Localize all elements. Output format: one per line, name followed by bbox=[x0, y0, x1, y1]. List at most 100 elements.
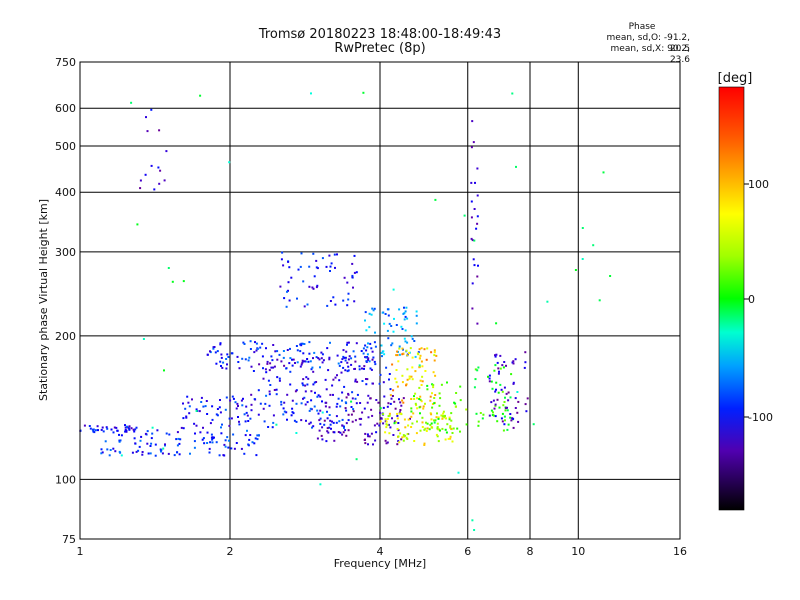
data-point bbox=[256, 347, 259, 350]
data-point bbox=[259, 346, 262, 349]
data-point bbox=[221, 366, 224, 369]
data-point bbox=[301, 382, 304, 385]
data-point bbox=[512, 381, 515, 384]
data-point bbox=[301, 342, 304, 345]
data-point bbox=[351, 276, 354, 279]
data-point bbox=[477, 424, 480, 427]
data-point bbox=[433, 359, 436, 362]
data-point bbox=[120, 434, 123, 437]
data-point bbox=[494, 403, 497, 406]
data-point bbox=[248, 438, 251, 441]
data-point bbox=[428, 428, 431, 431]
data-point bbox=[246, 429, 248, 432]
data-point bbox=[386, 424, 389, 427]
data-point bbox=[504, 409, 507, 412]
data-point bbox=[308, 409, 311, 412]
data-point bbox=[470, 200, 473, 203]
data-point bbox=[308, 422, 311, 425]
data-point bbox=[244, 358, 247, 361]
data-point bbox=[395, 369, 398, 371]
data-point bbox=[416, 420, 418, 423]
data-point bbox=[286, 290, 288, 293]
data-point bbox=[233, 447, 236, 450]
data-point bbox=[502, 366, 505, 369]
data-point bbox=[396, 417, 399, 420]
data-point bbox=[373, 360, 376, 363]
data-point bbox=[387, 314, 390, 317]
data-point bbox=[316, 267, 319, 270]
data-point bbox=[212, 437, 215, 440]
data-point bbox=[271, 426, 274, 429]
data-point bbox=[319, 483, 322, 486]
data-point bbox=[113, 426, 116, 429]
data-point bbox=[307, 360, 310, 363]
data-point bbox=[471, 239, 474, 242]
data-point bbox=[353, 254, 356, 257]
data-point bbox=[308, 341, 311, 344]
data-point bbox=[374, 363, 377, 366]
data-point bbox=[328, 426, 331, 429]
data-point bbox=[110, 428, 113, 431]
data-point bbox=[382, 422, 385, 425]
data-point bbox=[383, 395, 386, 398]
data-point bbox=[176, 451, 179, 454]
data-point bbox=[343, 425, 345, 428]
data-point bbox=[379, 420, 382, 423]
data-point bbox=[384, 439, 387, 442]
data-point bbox=[433, 421, 436, 424]
data-point bbox=[372, 309, 375, 312]
data-point bbox=[392, 330, 395, 333]
data-point bbox=[426, 388, 429, 391]
data-point bbox=[444, 428, 447, 431]
data-point bbox=[374, 331, 376, 334]
data-point bbox=[503, 423, 506, 426]
data-point bbox=[437, 417, 440, 420]
data-point bbox=[412, 412, 415, 415]
data-point bbox=[271, 359, 274, 362]
data-point bbox=[114, 450, 117, 453]
data-point bbox=[474, 378, 477, 381]
data-point bbox=[165, 432, 168, 435]
data-point bbox=[318, 419, 321, 422]
data-point bbox=[302, 378, 305, 381]
data-point bbox=[350, 406, 353, 408]
data-point bbox=[326, 427, 329, 430]
data-point bbox=[386, 329, 389, 332]
data-point bbox=[205, 400, 208, 402]
data-point bbox=[374, 345, 377, 348]
data-point bbox=[410, 410, 413, 413]
data-point bbox=[329, 265, 332, 268]
data-point bbox=[354, 419, 357, 422]
data-point bbox=[342, 366, 345, 369]
data-point bbox=[337, 431, 340, 433]
data-point bbox=[512, 362, 515, 365]
data-point bbox=[494, 355, 497, 358]
data-point bbox=[413, 398, 416, 400]
data-point bbox=[379, 373, 382, 376]
data-point bbox=[206, 413, 209, 415]
data-point bbox=[224, 408, 227, 411]
data-point bbox=[310, 399, 313, 402]
data-point bbox=[391, 395, 394, 397]
data-point bbox=[240, 399, 243, 402]
data-point bbox=[150, 164, 153, 167]
data-point bbox=[303, 343, 306, 345]
data-point bbox=[425, 421, 427, 424]
data-point bbox=[158, 182, 161, 185]
data-point bbox=[336, 402, 339, 405]
data-point bbox=[470, 181, 473, 184]
data-point bbox=[163, 179, 166, 182]
data-point bbox=[445, 417, 447, 420]
data-point bbox=[477, 366, 480, 369]
data-point bbox=[182, 280, 185, 283]
data-point bbox=[202, 437, 205, 440]
data-point bbox=[185, 416, 188, 419]
data-point bbox=[364, 432, 367, 435]
data-point bbox=[136, 223, 139, 226]
data-point bbox=[433, 419, 435, 422]
data-point bbox=[295, 402, 298, 405]
data-point bbox=[262, 407, 265, 410]
data-point bbox=[219, 411, 222, 414]
data-point bbox=[365, 383, 368, 386]
data-point bbox=[310, 368, 313, 371]
